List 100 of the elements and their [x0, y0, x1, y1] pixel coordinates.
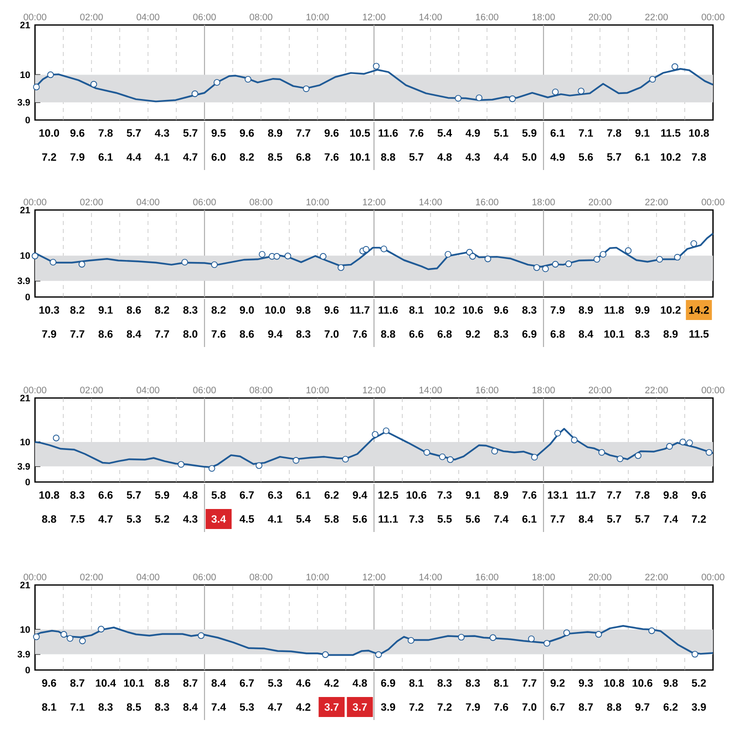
x-tick-label: 22:00 — [645, 386, 668, 394]
point — [509, 95, 516, 102]
text: 7.2 — [438, 703, 452, 711]
x-tick-label: 10:00 — [306, 198, 329, 206]
x-tick-label: 12:00 — [363, 574, 386, 580]
text: 4.9 — [550, 153, 565, 161]
text: 4.7 — [183, 153, 198, 161]
point — [706, 449, 712, 456]
text: 8.3 — [70, 491, 84, 499]
text: 7.3 — [409, 515, 424, 523]
point — [211, 261, 218, 268]
text: 9.6 — [324, 129, 339, 137]
y-tick-label: 0 — [25, 116, 30, 124]
x-tick-label: 08:00 — [250, 386, 272, 394]
point — [214, 79, 220, 86]
point — [544, 640, 550, 647]
text: 10.6 — [463, 306, 483, 314]
text: 9.0 — [240, 306, 254, 314]
point — [47, 71, 54, 78]
text: 4.3 — [154, 129, 170, 137]
text: 5.2 — [155, 515, 170, 523]
text: 10.1 — [124, 679, 144, 687]
x-tick-label: 00:00 — [702, 14, 724, 20]
x-tick-label: 12:00 — [363, 198, 386, 206]
text: 10.0 — [265, 306, 286, 314]
text: 6.1 — [635, 153, 650, 161]
text: 7.6 — [522, 491, 536, 499]
text: 6.6 — [98, 491, 113, 499]
text: 6.9 — [522, 330, 536, 338]
point — [375, 651, 382, 658]
text: 8.5 — [126, 703, 141, 711]
point — [686, 439, 693, 446]
point — [598, 449, 606, 456]
text: 3.9 — [692, 703, 706, 711]
x-tick-label: 08:00 — [250, 198, 272, 206]
point — [491, 448, 498, 455]
x-tick-label: 02:00 — [80, 198, 103, 206]
text: 6.7 — [240, 491, 254, 499]
text: 7.1 — [70, 703, 84, 711]
text: 4.4 — [126, 153, 142, 161]
text: 6.8 — [296, 153, 310, 161]
point — [542, 265, 549, 272]
x-tick-label: 14:00 — [420, 386, 442, 394]
text: 9.2 — [466, 330, 480, 338]
point — [78, 260, 86, 268]
text: 8.1 — [42, 703, 56, 711]
y-tick-label: 3.9 — [18, 278, 30, 284]
x-tick-label: 04:00 — [136, 14, 160, 20]
text: 4.5 — [240, 515, 254, 523]
point — [578, 88, 584, 94]
text: 9.7 — [635, 703, 650, 711]
text: 9.4 — [352, 491, 368, 499]
text: 6.3 — [268, 491, 282, 499]
x-tick-label: 06:00 — [193, 14, 216, 20]
point — [79, 638, 86, 644]
point — [690, 240, 698, 247]
x-tick-label: 16:00 — [476, 574, 498, 580]
text: 7.4 — [664, 515, 678, 523]
point — [554, 430, 561, 437]
text: 5.7 — [183, 129, 198, 137]
x-tick-label: 04:00 — [136, 386, 160, 394]
point — [594, 256, 600, 263]
point — [284, 252, 292, 260]
x-tick-label: 22:00 — [645, 198, 668, 206]
text: 6.1 — [98, 153, 113, 161]
point — [60, 631, 68, 638]
point — [33, 633, 40, 640]
text: 8.6 — [98, 330, 113, 338]
text: 7.2 — [42, 153, 56, 161]
text: 5.4 — [296, 515, 311, 523]
text: 5.3 — [268, 679, 282, 687]
x-tick-label: 14:00 — [420, 198, 442, 206]
text: 9.6 — [324, 306, 339, 314]
text: 6.1 — [296, 491, 310, 499]
text: 4.1 — [154, 153, 170, 161]
point — [439, 453, 446, 460]
text: 5.6 — [466, 515, 480, 523]
x-tick-label: 08:00 — [250, 574, 272, 580]
x-tick-label: 14:00 — [420, 14, 442, 20]
text: 4.3 — [466, 153, 480, 161]
y-tick-label: 3.9 — [18, 99, 30, 106]
point — [552, 88, 559, 96]
text: 6.2 — [324, 491, 339, 499]
x-tick-label: 08:00 — [250, 14, 272, 20]
x-tick-label: 00:00 — [702, 198, 724, 206]
text: 8.7 — [70, 679, 84, 687]
text: 4.2 — [324, 679, 339, 687]
x-tick-label: 04:00 — [136, 198, 160, 206]
x-tick-label: 16:00 — [476, 14, 498, 20]
point — [32, 252, 38, 260]
text: 10.1 — [604, 330, 624, 338]
text: 7.5 — [70, 515, 84, 523]
point — [380, 246, 388, 252]
text: 5.1 — [494, 129, 508, 137]
text: 9.1 — [466, 491, 480, 499]
text: 7.7 — [155, 330, 170, 338]
text: 7.7 — [550, 515, 565, 523]
text: 5.6 — [578, 153, 593, 161]
text: 10.6 — [406, 491, 426, 499]
text: 9.6 — [240, 129, 254, 137]
